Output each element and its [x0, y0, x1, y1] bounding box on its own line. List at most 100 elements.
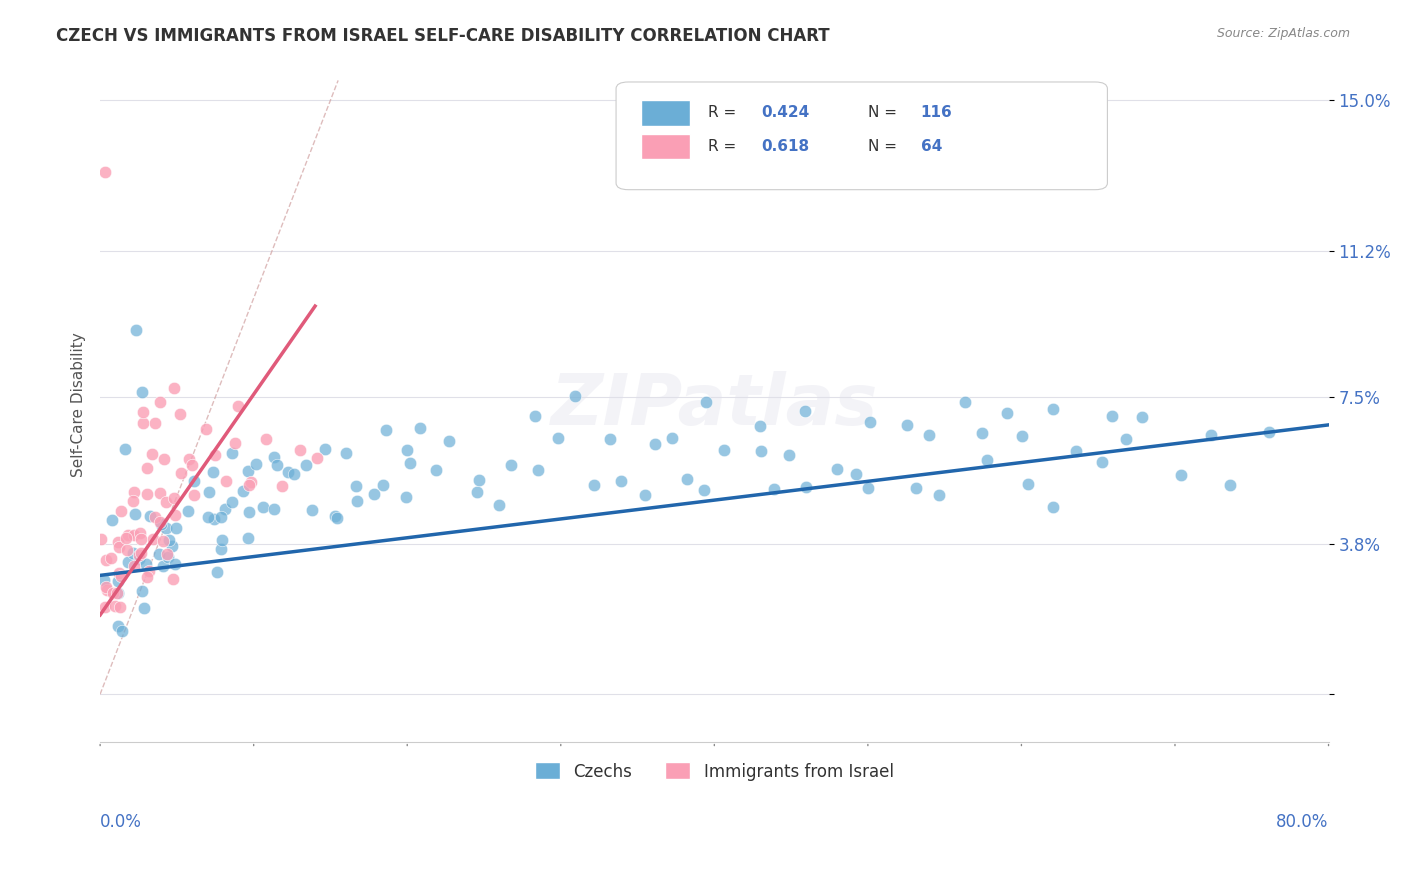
Text: 64: 64	[921, 139, 942, 154]
Point	[1017, 477, 1039, 491]
Point	[155, 521, 177, 535]
Point	[165, 508, 187, 522]
Point	[266, 458, 288, 472]
Point	[143, 509, 166, 524]
Point	[149, 395, 172, 409]
Text: N =: N =	[868, 139, 901, 154]
Point	[124, 508, 146, 522]
Point	[695, 394, 717, 409]
Point	[183, 488, 205, 502]
Point	[399, 456, 422, 470]
Point	[138, 565, 160, 579]
Point	[995, 407, 1018, 421]
Point	[202, 511, 225, 525]
Point	[125, 323, 148, 337]
Point	[523, 409, 546, 423]
Text: 116: 116	[921, 105, 952, 120]
Point	[163, 491, 186, 506]
Point	[1258, 425, 1281, 439]
Point	[122, 494, 145, 508]
Point	[1101, 409, 1123, 423]
Point	[1219, 477, 1241, 491]
Point	[107, 566, 129, 581]
Point	[1091, 455, 1114, 469]
Text: R =: R =	[709, 139, 741, 154]
Point	[209, 542, 232, 557]
Point	[94, 599, 117, 614]
Point	[122, 546, 145, 560]
Point	[163, 381, 186, 395]
Point	[94, 553, 117, 567]
Text: 80.0%: 80.0%	[1277, 813, 1329, 831]
Point	[152, 534, 174, 549]
Point	[238, 531, 260, 545]
Point	[693, 483, 716, 497]
Point	[180, 458, 202, 472]
Point	[254, 432, 277, 446]
Point	[749, 418, 772, 433]
Point	[277, 465, 299, 479]
Point	[751, 443, 773, 458]
Point	[157, 550, 180, 565]
Point	[152, 559, 174, 574]
Point	[323, 508, 346, 523]
Point	[221, 445, 243, 459]
Point	[609, 474, 631, 488]
Point	[305, 451, 328, 466]
Point	[107, 619, 129, 633]
Point	[1042, 500, 1064, 514]
Point	[858, 416, 880, 430]
Point	[972, 425, 994, 440]
Point	[676, 472, 699, 486]
Point	[101, 586, 124, 600]
Text: N =: N =	[868, 105, 901, 120]
Point	[162, 572, 184, 586]
Point	[122, 485, 145, 500]
Point	[270, 479, 292, 493]
Text: ZIPatlas: ZIPatlas	[551, 370, 877, 440]
Point	[794, 480, 817, 494]
Point	[374, 423, 396, 437]
Point	[1011, 428, 1033, 442]
Point	[155, 495, 177, 509]
Point	[107, 586, 129, 600]
Point	[143, 417, 166, 431]
Point	[141, 532, 163, 546]
Point	[177, 452, 200, 467]
Point	[183, 474, 205, 488]
Point	[1199, 428, 1222, 442]
Point	[713, 442, 735, 457]
Point	[634, 488, 657, 502]
Point	[395, 442, 418, 457]
Point	[211, 533, 233, 548]
Point	[955, 395, 977, 409]
Point	[138, 508, 160, 523]
FancyBboxPatch shape	[616, 82, 1108, 190]
Point	[197, 484, 219, 499]
Point	[169, 466, 191, 480]
Point	[794, 403, 817, 417]
Text: 0.618: 0.618	[761, 139, 808, 154]
Point	[263, 450, 285, 464]
Point	[93, 573, 115, 587]
Point	[825, 462, 848, 476]
Point	[326, 511, 349, 525]
Text: CZECH VS IMMIGRANTS FROM ISRAEL SELF-CARE DISABILITY CORRELATION CHART: CZECH VS IMMIGRANTS FROM ISRAEL SELF-CAR…	[56, 27, 830, 45]
Point	[135, 486, 157, 500]
Point	[599, 432, 621, 446]
Point	[778, 449, 800, 463]
Point	[115, 542, 138, 557]
Point	[169, 407, 191, 421]
Point	[132, 405, 155, 419]
Point	[202, 465, 225, 479]
Point	[314, 442, 336, 456]
Point	[904, 481, 927, 495]
Point	[467, 473, 489, 487]
Point	[283, 467, 305, 481]
Point	[335, 445, 357, 459]
Point	[101, 513, 124, 527]
Point	[499, 458, 522, 472]
Y-axis label: Self-Care Disability: Self-Care Disability	[72, 333, 86, 477]
Point	[425, 463, 447, 477]
Point	[165, 520, 187, 534]
